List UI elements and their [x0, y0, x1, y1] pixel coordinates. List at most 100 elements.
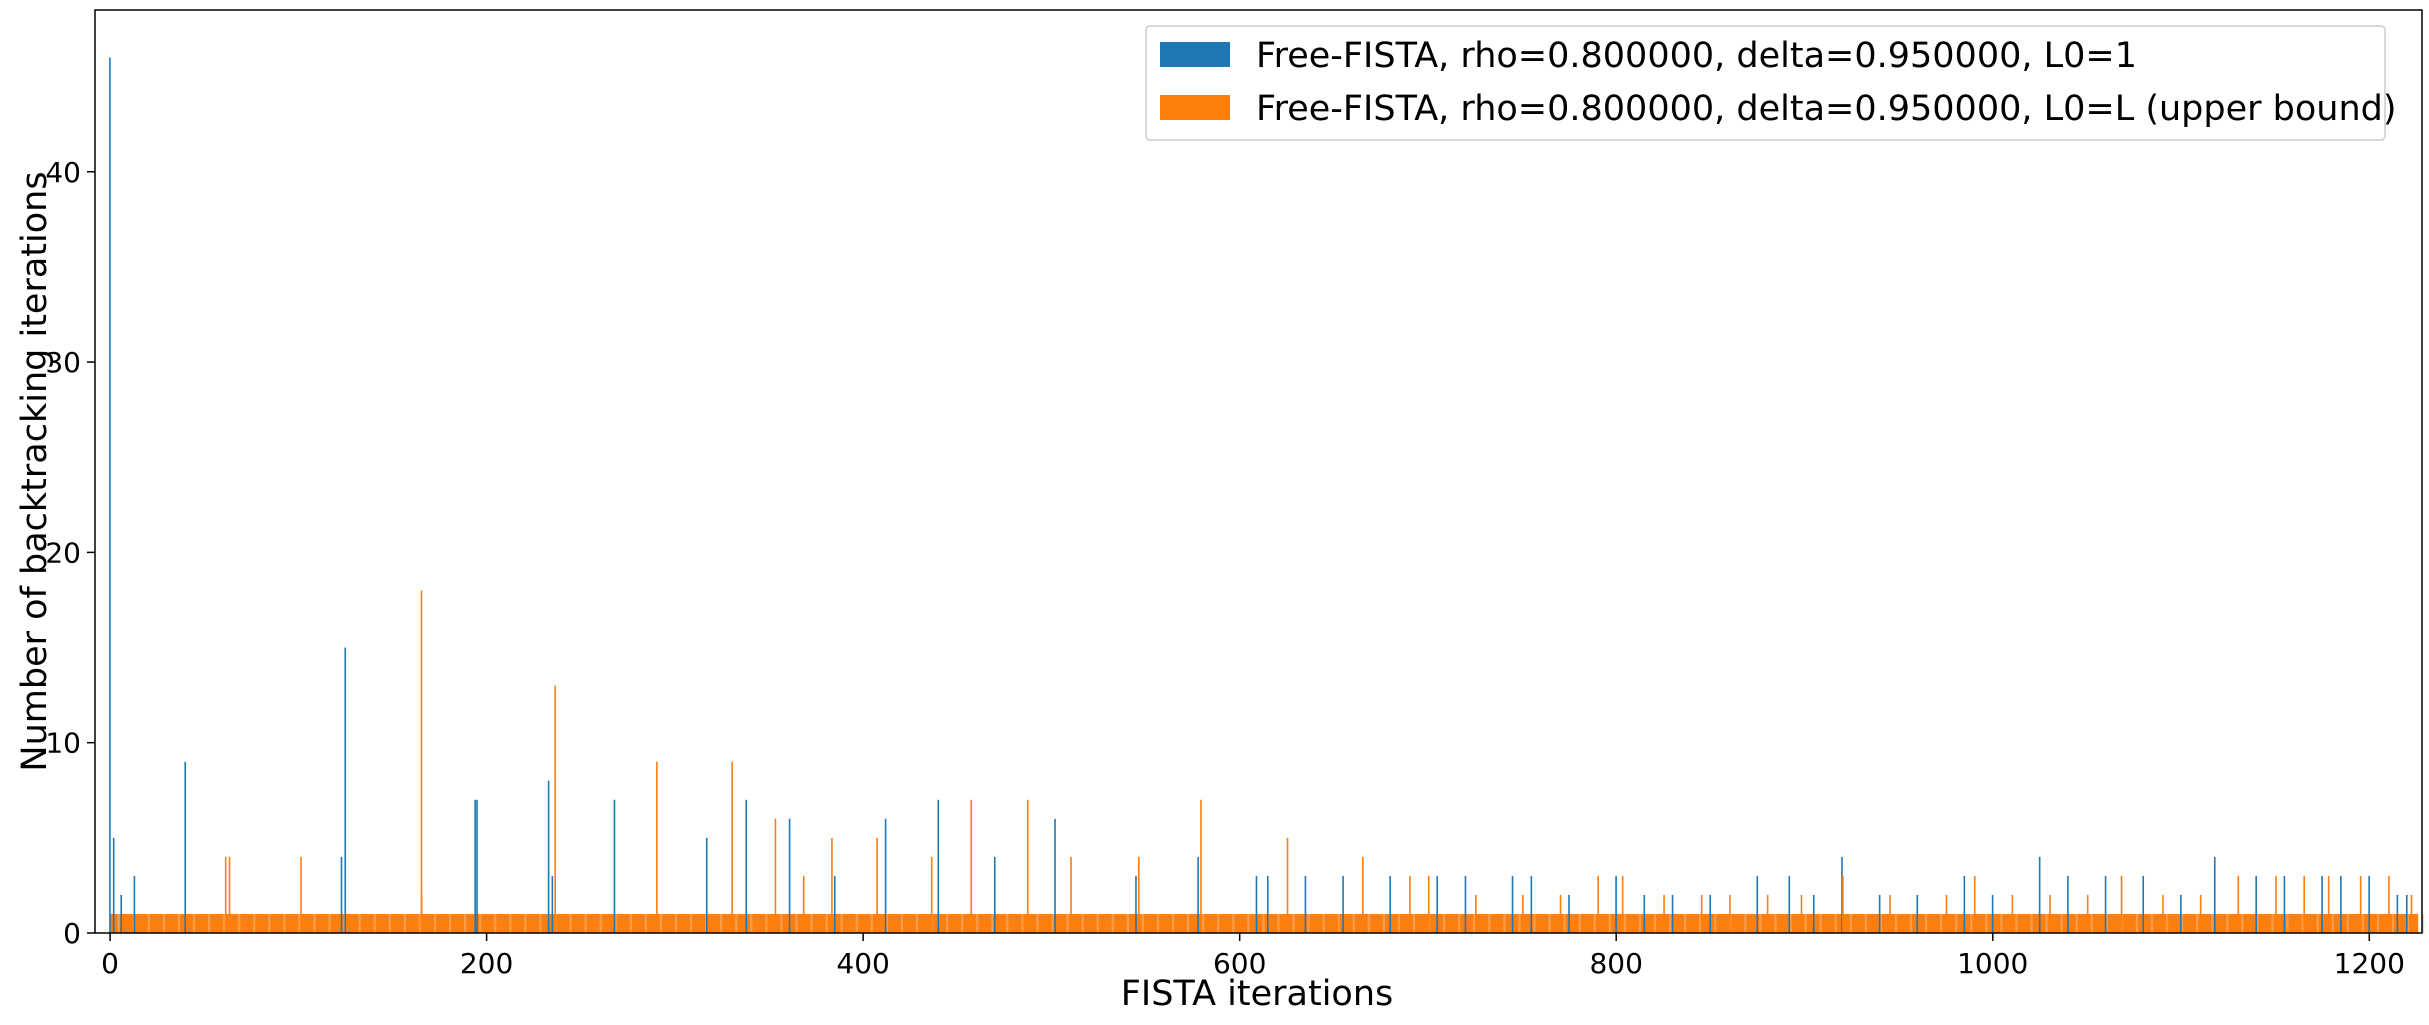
baseline-stripe	[1277, 913, 1280, 933]
bar-l0-1	[1197, 856, 1199, 933]
baseline-stripe	[1382, 913, 1386, 933]
bar-l0-upper-bound	[2237, 875, 2240, 933]
y-tick-label: 40	[45, 156, 81, 189]
baseline-stripe	[629, 913, 632, 933]
bar-l0-1	[1436, 875, 1439, 933]
baseline-stripe	[1262, 913, 1265, 933]
bar-l0-upper-bound	[731, 761, 733, 933]
baseline-stripe	[885, 913, 888, 933]
bar-l0-upper-bound	[970, 799, 973, 933]
baseline-stripe	[1367, 913, 1370, 933]
baseline-stripe	[2181, 913, 2184, 933]
baseline-stripe	[2045, 913, 2048, 933]
y-axis-label: Number of backtracking iterations	[15, 171, 55, 771]
baseline-stripe	[1864, 913, 1867, 933]
baseline-stripe	[644, 913, 648, 933]
bar-l0-1	[1991, 894, 1994, 933]
baseline-stripe	[2241, 913, 2244, 933]
baseline-stripe	[1578, 913, 1581, 933]
baseline-stripe	[1006, 913, 1009, 933]
bar-l0-upper-bound	[1427, 875, 1430, 933]
bar-l0-1	[133, 875, 136, 933]
bar-l0-upper-bound	[2327, 875, 2330, 933]
baseline-stripe	[1232, 913, 1235, 933]
baseline-stripe	[418, 913, 422, 933]
baseline-stripe	[674, 913, 678, 933]
baseline-stripe	[2030, 913, 2033, 933]
bar-l0-upper-bound	[1070, 856, 1072, 933]
bar-l0-1	[2396, 894, 2399, 933]
x-axis-ticks: 0 200 400 600 800 1000 1200	[101, 933, 2405, 980]
bar-l0-1	[551, 875, 554, 933]
baseline-stripe	[2286, 913, 2289, 933]
baseline-stripe	[569, 913, 572, 933]
legend-label-l0-1: Free-FISTA, rho=0.800000, delta=0.950000…	[1256, 36, 2137, 76]
bar-l0-upper-bound	[2011, 894, 2014, 933]
baseline-stripe	[810, 913, 813, 933]
baseline-stripe	[2211, 913, 2214, 933]
baseline-stripe	[1051, 913, 1054, 933]
baseline-stripe	[795, 913, 798, 933]
baseline-stripe	[328, 913, 331, 933]
baseline-stripe	[720, 913, 723, 933]
baseline-stripe	[539, 913, 542, 933]
baseline-stripe	[1096, 913, 1099, 933]
bar-l0-1	[1389, 875, 1391, 933]
bar-l0-upper-bound	[1522, 894, 1524, 933]
baseline-stripe	[1443, 913, 1446, 933]
y-tick-label: 30	[45, 346, 81, 379]
bar-l0-1	[2180, 894, 2182, 933]
bar-l0-upper-bound	[1800, 894, 1803, 933]
bar-l0-1	[1511, 875, 1514, 933]
baseline-stripe	[1081, 913, 1084, 933]
baseline-stripe	[1518, 913, 1521, 933]
bar-l0-1	[1568, 894, 1570, 933]
baseline-stripe	[855, 913, 858, 933]
x-tick-label: 800	[1589, 947, 1642, 980]
baseline-stripe	[1940, 913, 1943, 933]
bar-l0-upper-bound	[1766, 894, 1769, 933]
y-tick-label: 10	[45, 727, 81, 760]
bar-l0-upper-bound	[1362, 856, 1364, 933]
bar-l0-upper-bound	[554, 685, 556, 933]
baseline-stripe	[2346, 913, 2349, 933]
baseline-stripe	[1307, 913, 1310, 933]
baseline-stripe	[900, 913, 904, 933]
baseline-stripe	[1608, 913, 1611, 933]
bar-l0-upper-bound	[1409, 875, 1411, 933]
y-tick-label: 20	[45, 536, 81, 569]
bar-l0-1	[2368, 875, 2370, 933]
baseline-stripe	[915, 913, 919, 933]
y-tick-label: 0	[63, 917, 81, 950]
legend-label-l0-upper-bound: Free-FISTA, rho=0.800000, delta=0.950000…	[1256, 89, 2397, 129]
baseline-stripe	[117, 913, 120, 933]
bar-l0-1	[1304, 875, 1307, 933]
bar-l0-1	[1266, 875, 1269, 933]
bar-l0-1	[2067, 875, 2069, 933]
bar-l0-1	[1255, 875, 1258, 933]
baseline-stripe	[961, 913, 964, 933]
baseline-stripe	[283, 913, 286, 933]
baseline-stripe	[1593, 913, 1596, 933]
baseline-stripe	[162, 913, 166, 933]
baseline-stripe	[1804, 913, 1807, 933]
baseline-stripe	[825, 913, 828, 933]
baseline-stripe	[1563, 913, 1566, 933]
baseline-stripe	[1653, 913, 1657, 933]
bar-l0-upper-bound	[774, 818, 777, 933]
baseline-stripe	[2361, 913, 2365, 933]
bar-l0-upper-bound	[1621, 875, 1624, 933]
baseline-stripe	[765, 913, 768, 933]
baseline-stripe	[991, 913, 994, 933]
baseline-stripe	[1924, 913, 1928, 933]
bar-l0-1	[476, 799, 478, 933]
bar-l0-upper-bound	[2086, 894, 2089, 933]
baseline-stripe	[223, 913, 226, 933]
baseline-stripe	[1156, 913, 1160, 933]
bar-l0-1	[2283, 875, 2286, 933]
baseline-stripe	[1548, 913, 1551, 933]
baseline-stripe	[2256, 913, 2259, 933]
bar-l0-upper-bound	[224, 856, 227, 933]
baseline-stripe	[1111, 913, 1114, 933]
x-tick-label: 600	[1213, 947, 1266, 980]
